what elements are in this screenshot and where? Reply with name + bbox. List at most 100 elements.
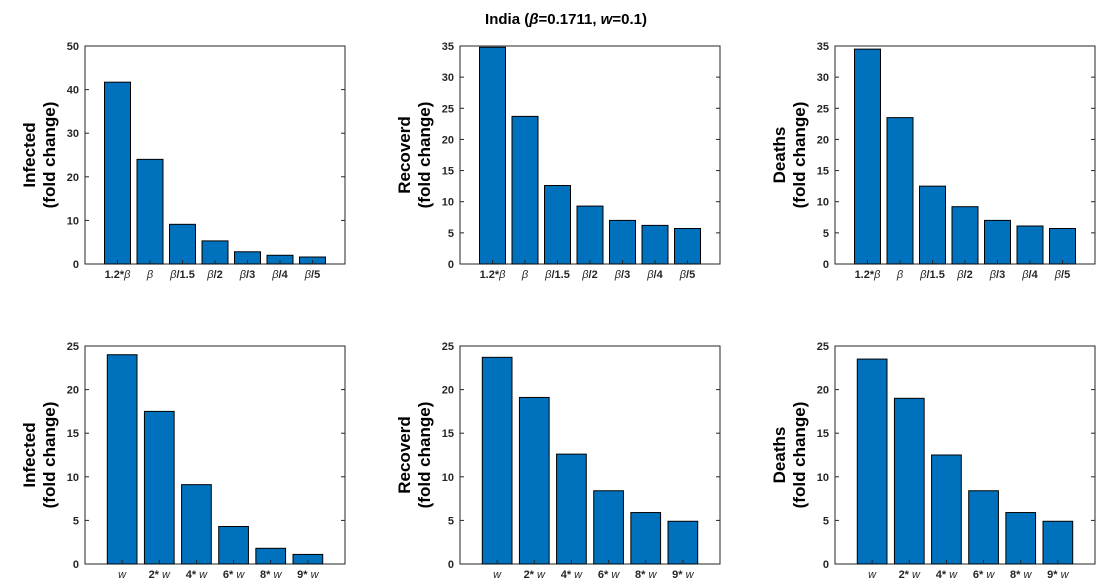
y-tick-label: 20	[817, 385, 829, 397]
bar	[951, 206, 979, 265]
y-tick-label: 25	[67, 341, 79, 353]
y-tick-label: 10	[817, 197, 829, 209]
bar	[479, 46, 506, 265]
chart-panel-1: 0 10 20 30 40 50 1.2*β β β/1.5 β/2 β/3 β/4 β/5 Infect…	[20, 41, 346, 281]
y-tick-label: 25	[817, 341, 829, 353]
bar	[1049, 227, 1076, 265]
y-tick-label: 0	[823, 259, 829, 271]
y-tick-label: 0	[823, 559, 829, 571]
y-axis-label: Infected(fold change)	[20, 102, 59, 209]
axes-box	[459, 345, 721, 565]
x-tick-label: w	[118, 569, 127, 581]
y-tick-label: 0	[448, 559, 454, 571]
x-tick-label: 8* w	[1010, 569, 1032, 581]
y-tick-label: 25	[817, 103, 829, 115]
bar	[143, 410, 175, 565]
bar	[169, 223, 196, 265]
bar	[609, 219, 636, 265]
y-tick-label: 15	[67, 428, 79, 440]
y-tick-label: 20	[442, 134, 454, 146]
chart-panel-5: 0 5 10 15 20 25 w 2* w 4* w 6* w 8* w 9* w Recoverd(…	[395, 341, 721, 581]
x-tick-label: 2* w	[899, 569, 921, 581]
x-tick-label: 6* w	[973, 569, 995, 581]
x-tick-label: 9* w	[297, 569, 319, 581]
x-tick-label: w	[493, 569, 502, 581]
x-tick-label: β/5	[1054, 269, 1070, 281]
x-tick-label: 4* w	[936, 569, 958, 581]
bar	[886, 117, 914, 265]
x-tick-label: 6* w	[598, 569, 620, 581]
y-tick-label: 20	[442, 385, 454, 397]
bar	[1005, 512, 1037, 565]
y-tick-label: 15	[817, 428, 829, 440]
x-tick-label: 6* w	[223, 569, 245, 581]
x-tick-label: β/1.5	[919, 269, 945, 281]
x-tick-label: β/2	[581, 269, 597, 281]
bar	[931, 454, 962, 565]
y-tick-label: 30	[67, 128, 79, 140]
y-tick-label: 5	[448, 228, 454, 240]
y-tick-label: 25	[442, 341, 454, 353]
bar	[630, 512, 662, 565]
y-tick-label: 15	[442, 166, 454, 178]
x-tick-label: 4* w	[186, 569, 208, 581]
y-tick-label: 20	[67, 385, 79, 397]
x-tick-label: β/3	[614, 269, 630, 281]
bar	[181, 484, 212, 565]
bar	[104, 81, 131, 265]
y-axis-label: Recoverd(fold change)	[395, 102, 434, 209]
y-tick-label: 15	[442, 428, 454, 440]
y-tick-label: 35	[442, 41, 454, 53]
x-tick-label: β/2	[206, 269, 222, 281]
bar	[218, 526, 249, 565]
bar	[968, 490, 999, 565]
bar	[919, 185, 946, 265]
x-tick-label: β/3	[239, 269, 255, 281]
y-tick-label: 20	[817, 134, 829, 146]
bar	[674, 227, 701, 265]
bar	[518, 396, 550, 565]
bar	[593, 490, 624, 565]
x-tick-label: 1.2*β	[855, 269, 882, 281]
x-tick-label: β	[146, 269, 154, 281]
y-tick-label: 35	[817, 41, 829, 53]
axes-box	[834, 345, 1096, 565]
bar	[984, 219, 1011, 265]
y-tick-label: 50	[67, 41, 79, 53]
x-tick-label: 9* w	[1047, 569, 1069, 581]
x-tick-label: β/4	[1021, 269, 1038, 281]
bar	[641, 224, 669, 265]
bar	[556, 453, 587, 565]
x-tick-label: β/4	[646, 269, 663, 281]
y-tick-label: 5	[823, 228, 829, 240]
y-tick-label: 5	[73, 515, 79, 527]
x-tick-label: β	[896, 269, 904, 281]
x-tick-label: w	[868, 569, 877, 581]
y-tick-label: 5	[823, 515, 829, 527]
x-tick-label: 4* w	[561, 569, 583, 581]
x-tick-label: 2* w	[149, 569, 171, 581]
x-tick-label: β	[521, 269, 529, 281]
y-tick-label: 10	[442, 472, 454, 484]
x-tick-label: β/2	[956, 269, 972, 281]
x-tick-label: 1.2*β	[480, 269, 507, 281]
y-tick-label: 10	[817, 472, 829, 484]
chart-panel-4: 0 5 10 15 20 25 w 2* w 4* w 6* w 8* w 9* w Infected(…	[20, 341, 346, 581]
y-tick-label: 15	[817, 166, 829, 178]
y-tick-label: 20	[67, 172, 79, 184]
axes-box	[84, 345, 346, 565]
x-tick-label: β/3	[989, 269, 1005, 281]
x-tick-label: β/1.5	[544, 269, 570, 281]
y-tick-label: 0	[448, 259, 454, 271]
y-tick-label: 0	[73, 559, 79, 571]
y-axis-label: Infected(fold change)	[20, 402, 59, 509]
x-tick-label: 8* w	[635, 569, 657, 581]
figure-title: India (β=0.1711, w=0.1)	[485, 11, 647, 28]
bar	[856, 358, 888, 565]
bar	[544, 185, 571, 265]
bar	[1016, 225, 1044, 265]
bar	[511, 115, 539, 265]
x-tick-label: β/1.5	[169, 269, 195, 281]
y-tick-label: 25	[442, 103, 454, 115]
